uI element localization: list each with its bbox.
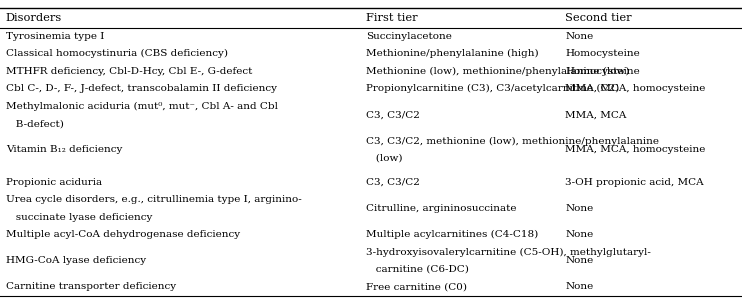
- Text: MMA, MCA, homocysteine: MMA, MCA, homocysteine: [565, 84, 706, 93]
- Text: HMG-CoA lyase deficiency: HMG-CoA lyase deficiency: [6, 256, 146, 265]
- Text: MMA, MCA: MMA, MCA: [565, 110, 627, 119]
- Text: Classical homocystinuria (CBS deficiency): Classical homocystinuria (CBS deficiency…: [6, 49, 228, 58]
- Text: Carnitine transporter deficiency: Carnitine transporter deficiency: [6, 282, 176, 291]
- Text: Homocysteine: Homocysteine: [565, 49, 640, 58]
- Text: C3, C3/C2, methionine (low), methionine/phenylalanine: C3, C3/C2, methionine (low), methionine/…: [366, 136, 659, 146]
- Text: MTHFR deficiency, Cbl-D-Hcy, Cbl E-, G-defect: MTHFR deficiency, Cbl-D-Hcy, Cbl E-, G-d…: [6, 67, 252, 76]
- Text: Second tier: Second tier: [565, 13, 632, 23]
- Text: C3, C3/C2: C3, C3/C2: [366, 110, 420, 119]
- Text: Multiple acyl-CoA dehydrogenase deficiency: Multiple acyl-CoA dehydrogenase deficien…: [6, 230, 240, 239]
- Text: Urea cycle disorders, e.g., citrullinemia type I, arginino-: Urea cycle disorders, e.g., citrullinemi…: [6, 195, 302, 204]
- Text: Cbl C-, D-, F-, J-defect, transcobalamin II deficiency: Cbl C-, D-, F-, J-defect, transcobalamin…: [6, 84, 277, 93]
- Text: succinate lyase deficiency: succinate lyase deficiency: [6, 213, 152, 222]
- Text: carnitine (C6-DC): carnitine (C6-DC): [366, 265, 469, 274]
- Text: 3-hydroxyisovalerylcarnitine (C5-OH), methylglutaryl-: 3-hydroxyisovalerylcarnitine (C5-OH), me…: [366, 247, 651, 256]
- Text: Methionine/phenylalanine (high): Methionine/phenylalanine (high): [366, 49, 539, 58]
- Text: None: None: [565, 282, 594, 291]
- Text: First tier: First tier: [366, 13, 418, 23]
- Text: None: None: [565, 230, 594, 239]
- Text: Methionine (low), methionine/phenylalanine (low): Methionine (low), methionine/phenylalani…: [366, 67, 629, 76]
- Text: Propionic aciduria: Propionic aciduria: [6, 178, 102, 187]
- Text: 3-OH propionic acid, MCA: 3-OH propionic acid, MCA: [565, 178, 704, 187]
- Text: Tyrosinemia type I: Tyrosinemia type I: [6, 32, 105, 41]
- Text: Free carnitine (C0): Free carnitine (C0): [366, 282, 467, 291]
- Text: None: None: [565, 204, 594, 213]
- Text: Propionylcarnitine (C3), C3/acetylcarnitine (C2): Propionylcarnitine (C3), C3/acetylcarnit…: [366, 84, 619, 93]
- Text: Methylmalonic aciduria (mut⁰, mut⁻, Cbl A- and Cbl: Methylmalonic aciduria (mut⁰, mut⁻, Cbl …: [6, 101, 278, 111]
- Text: B-defect): B-defect): [6, 119, 64, 128]
- Text: None: None: [565, 32, 594, 41]
- Text: Disorders: Disorders: [6, 13, 62, 23]
- Text: (low): (low): [366, 154, 402, 163]
- Text: Multiple acylcarnitines (C4-C18): Multiple acylcarnitines (C4-C18): [366, 230, 538, 239]
- Text: None: None: [565, 256, 594, 265]
- Text: Succinylacetone: Succinylacetone: [366, 32, 452, 41]
- Text: C3, C3/C2: C3, C3/C2: [366, 178, 420, 187]
- Text: MMA, MCA, homocysteine: MMA, MCA, homocysteine: [565, 145, 706, 154]
- Text: Citrulline, argininosuccinate: Citrulline, argininosuccinate: [366, 204, 516, 213]
- Text: Homocysteine: Homocysteine: [565, 67, 640, 76]
- Text: Vitamin B₁₂ deficiency: Vitamin B₁₂ deficiency: [6, 145, 122, 154]
